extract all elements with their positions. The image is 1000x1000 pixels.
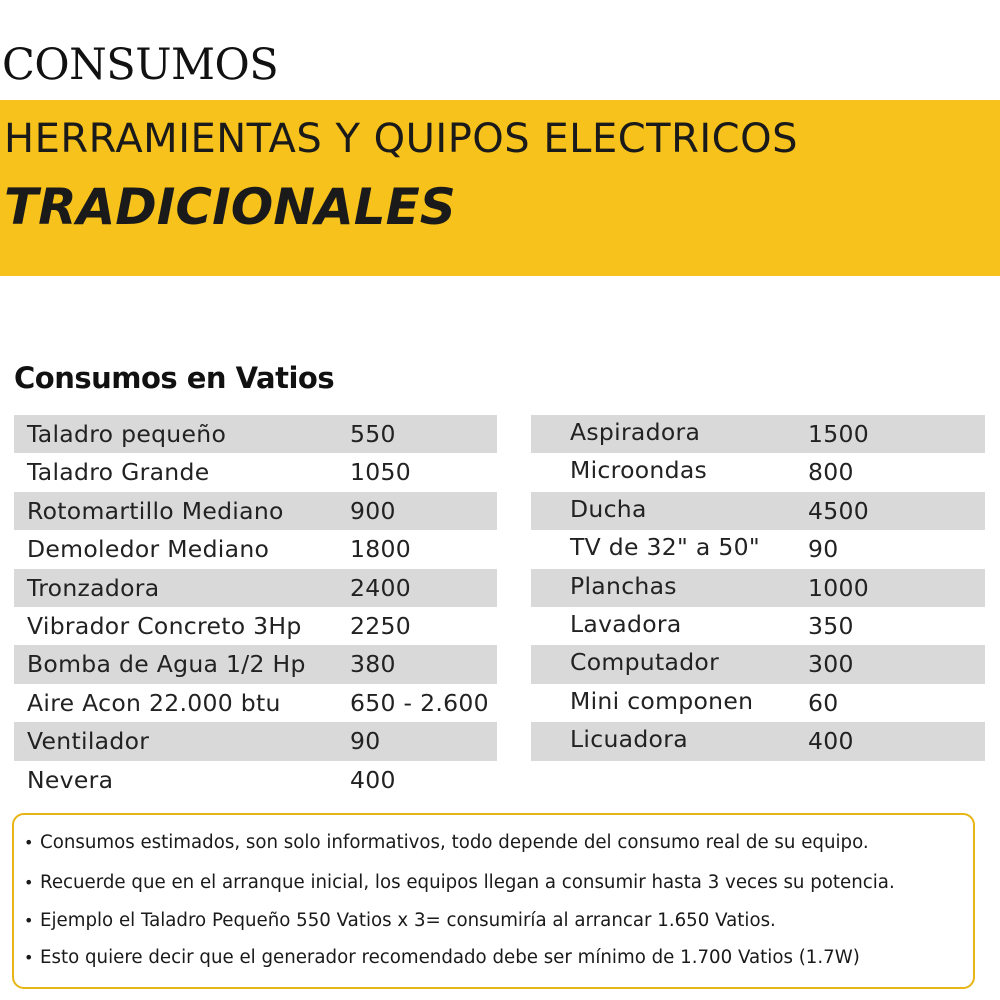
- table-row: Aire Acon 22.000 btu 650 - 2.600: [14, 684, 497, 722]
- table-row: Tronzadora 2400: [14, 568, 497, 607]
- table-row: Computador 300: [531, 645, 985, 684]
- table-row: Taladro pequeño 550: [14, 415, 497, 454]
- appliance-name: Licuadora: [570, 725, 688, 754]
- appliance-watts: 900: [350, 496, 396, 525]
- note-item: • Consumos estimados, son solo informativ…: [24, 832, 869, 853]
- title-banner: [0, 100, 1000, 276]
- section-heading: Consumos en Vatios: [14, 361, 335, 395]
- table-row: Mini componen 60: [531, 684, 985, 722]
- consumption-table-left: Taladro pequeño 550 Taladro Grande 1050 …: [14, 415, 497, 799]
- appliance-watts: 2250: [350, 611, 412, 640]
- appliance-name: Nevera: [27, 765, 114, 794]
- appliance-watts: 800: [808, 458, 854, 487]
- appliance-name: Computador: [570, 648, 720, 677]
- notes-box: • Consumos estimados, son solo informativ…: [12, 813, 975, 989]
- appliance-watts: 650 - 2.600: [350, 688, 489, 717]
- appliance-watts: 400: [350, 765, 396, 794]
- bullet-dot-icon: •: [24, 873, 34, 892]
- appliance-name: Demoledor Mediano: [27, 535, 270, 564]
- note-text: Recuerde que en el arranque inicial, los…: [40, 872, 895, 893]
- appliance-name: Taladro pequeño: [27, 420, 227, 448]
- note-text: Esto quiere decir que el generador recom…: [40, 947, 860, 968]
- note-text: Ejemplo el Taladro Pequeño 550 Vatios x …: [40, 910, 776, 931]
- appliance-name: Rotomartillo Mediano: [27, 496, 284, 525]
- note-item: • Esto quiere decir que el generador reco…: [24, 947, 860, 968]
- appliance-name: Ducha: [570, 494, 647, 523]
- appliance-watts: 350: [808, 611, 854, 640]
- consumption-table-right: Aspiradora 1500 Microondas 800 Ducha 450…: [531, 415, 985, 761]
- appliance-watts: 1800: [350, 535, 412, 564]
- note-text: Consumos estimados, son solo informativo…: [40, 832, 869, 853]
- appliance-watts: 90: [808, 535, 839, 564]
- appliance-name: Vibrador Concreto 3Hp: [27, 611, 302, 640]
- appliance-watts: 4500: [808, 496, 870, 525]
- table-row: Taladro Grande 1050: [14, 453, 497, 491]
- appliance-name: Ventilador: [27, 727, 150, 756]
- appliance-watts: 300: [808, 650, 854, 679]
- table-row: Lavadora 350: [531, 607, 985, 645]
- table-row: Ducha 4500: [531, 491, 985, 531]
- bullet-dot-icon: •: [24, 911, 34, 930]
- appliance-watts: 380: [350, 650, 396, 679]
- table-row: Vibrador Concreto 3Hp 2250: [14, 607, 497, 645]
- appliance-name: Aspiradora: [570, 418, 701, 446]
- table-row: Rotomartillo Mediano 900: [14, 491, 497, 531]
- appliance-name: Lavadora: [570, 609, 682, 638]
- appliance-watts: 1000: [808, 573, 870, 602]
- appliance-name: Aire Acon 22.000 btu: [27, 688, 281, 717]
- bullet-dot-icon: •: [24, 948, 34, 967]
- appliance-watts: 1050: [350, 458, 412, 487]
- appliance-name: Taladro Grande: [27, 458, 210, 487]
- appliance-name: TV de 32" a 50": [570, 533, 761, 562]
- table-row: Nevera 400: [14, 761, 497, 799]
- table-row: Ventilador 90: [14, 722, 497, 761]
- appliance-watts: 90: [350, 727, 381, 756]
- table-row: Aspiradora 1500: [531, 415, 985, 454]
- table-row: Demoledor Mediano 1800: [14, 530, 497, 568]
- appliance-watts: 60: [808, 688, 839, 717]
- page-title: CONSUMOS: [2, 40, 279, 90]
- appliance-watts: 2400: [350, 573, 412, 602]
- note-item: • Ejemplo el Taladro Pequeño 550 Vatios x…: [24, 910, 776, 931]
- appliance-name: Mini componen: [570, 686, 754, 715]
- note-item: • Recuerde que en el arranque inicial, lo…: [24, 872, 895, 893]
- appliance-name: Microondas: [570, 456, 708, 485]
- appliance-name: Planchas: [570, 571, 677, 600]
- table-row: TV de 32" a 50" 90: [531, 530, 985, 568]
- appliance-watts: 1500: [808, 420, 870, 448]
- appliance-watts: 550: [350, 420, 396, 448]
- appliance-name: Tronzadora: [27, 573, 160, 602]
- table-row: Planchas 1000: [531, 568, 985, 607]
- table-row: Licuadora 400: [531, 722, 985, 761]
- banner-subtitle-emphasis: TRADICIONALES: [4, 178, 456, 236]
- table-row: Microondas 800: [531, 453, 985, 491]
- table-row: Bomba de Agua 1/2 Hp 380: [14, 645, 497, 684]
- appliance-watts: 400: [808, 727, 854, 756]
- banner-subtitle: HERRAMIENTAS Y QUIPOS ELECTRICOS: [4, 116, 798, 162]
- bullet-dot-icon: •: [24, 833, 34, 852]
- appliance-name: Bomba de Agua 1/2 Hp: [27, 650, 306, 679]
